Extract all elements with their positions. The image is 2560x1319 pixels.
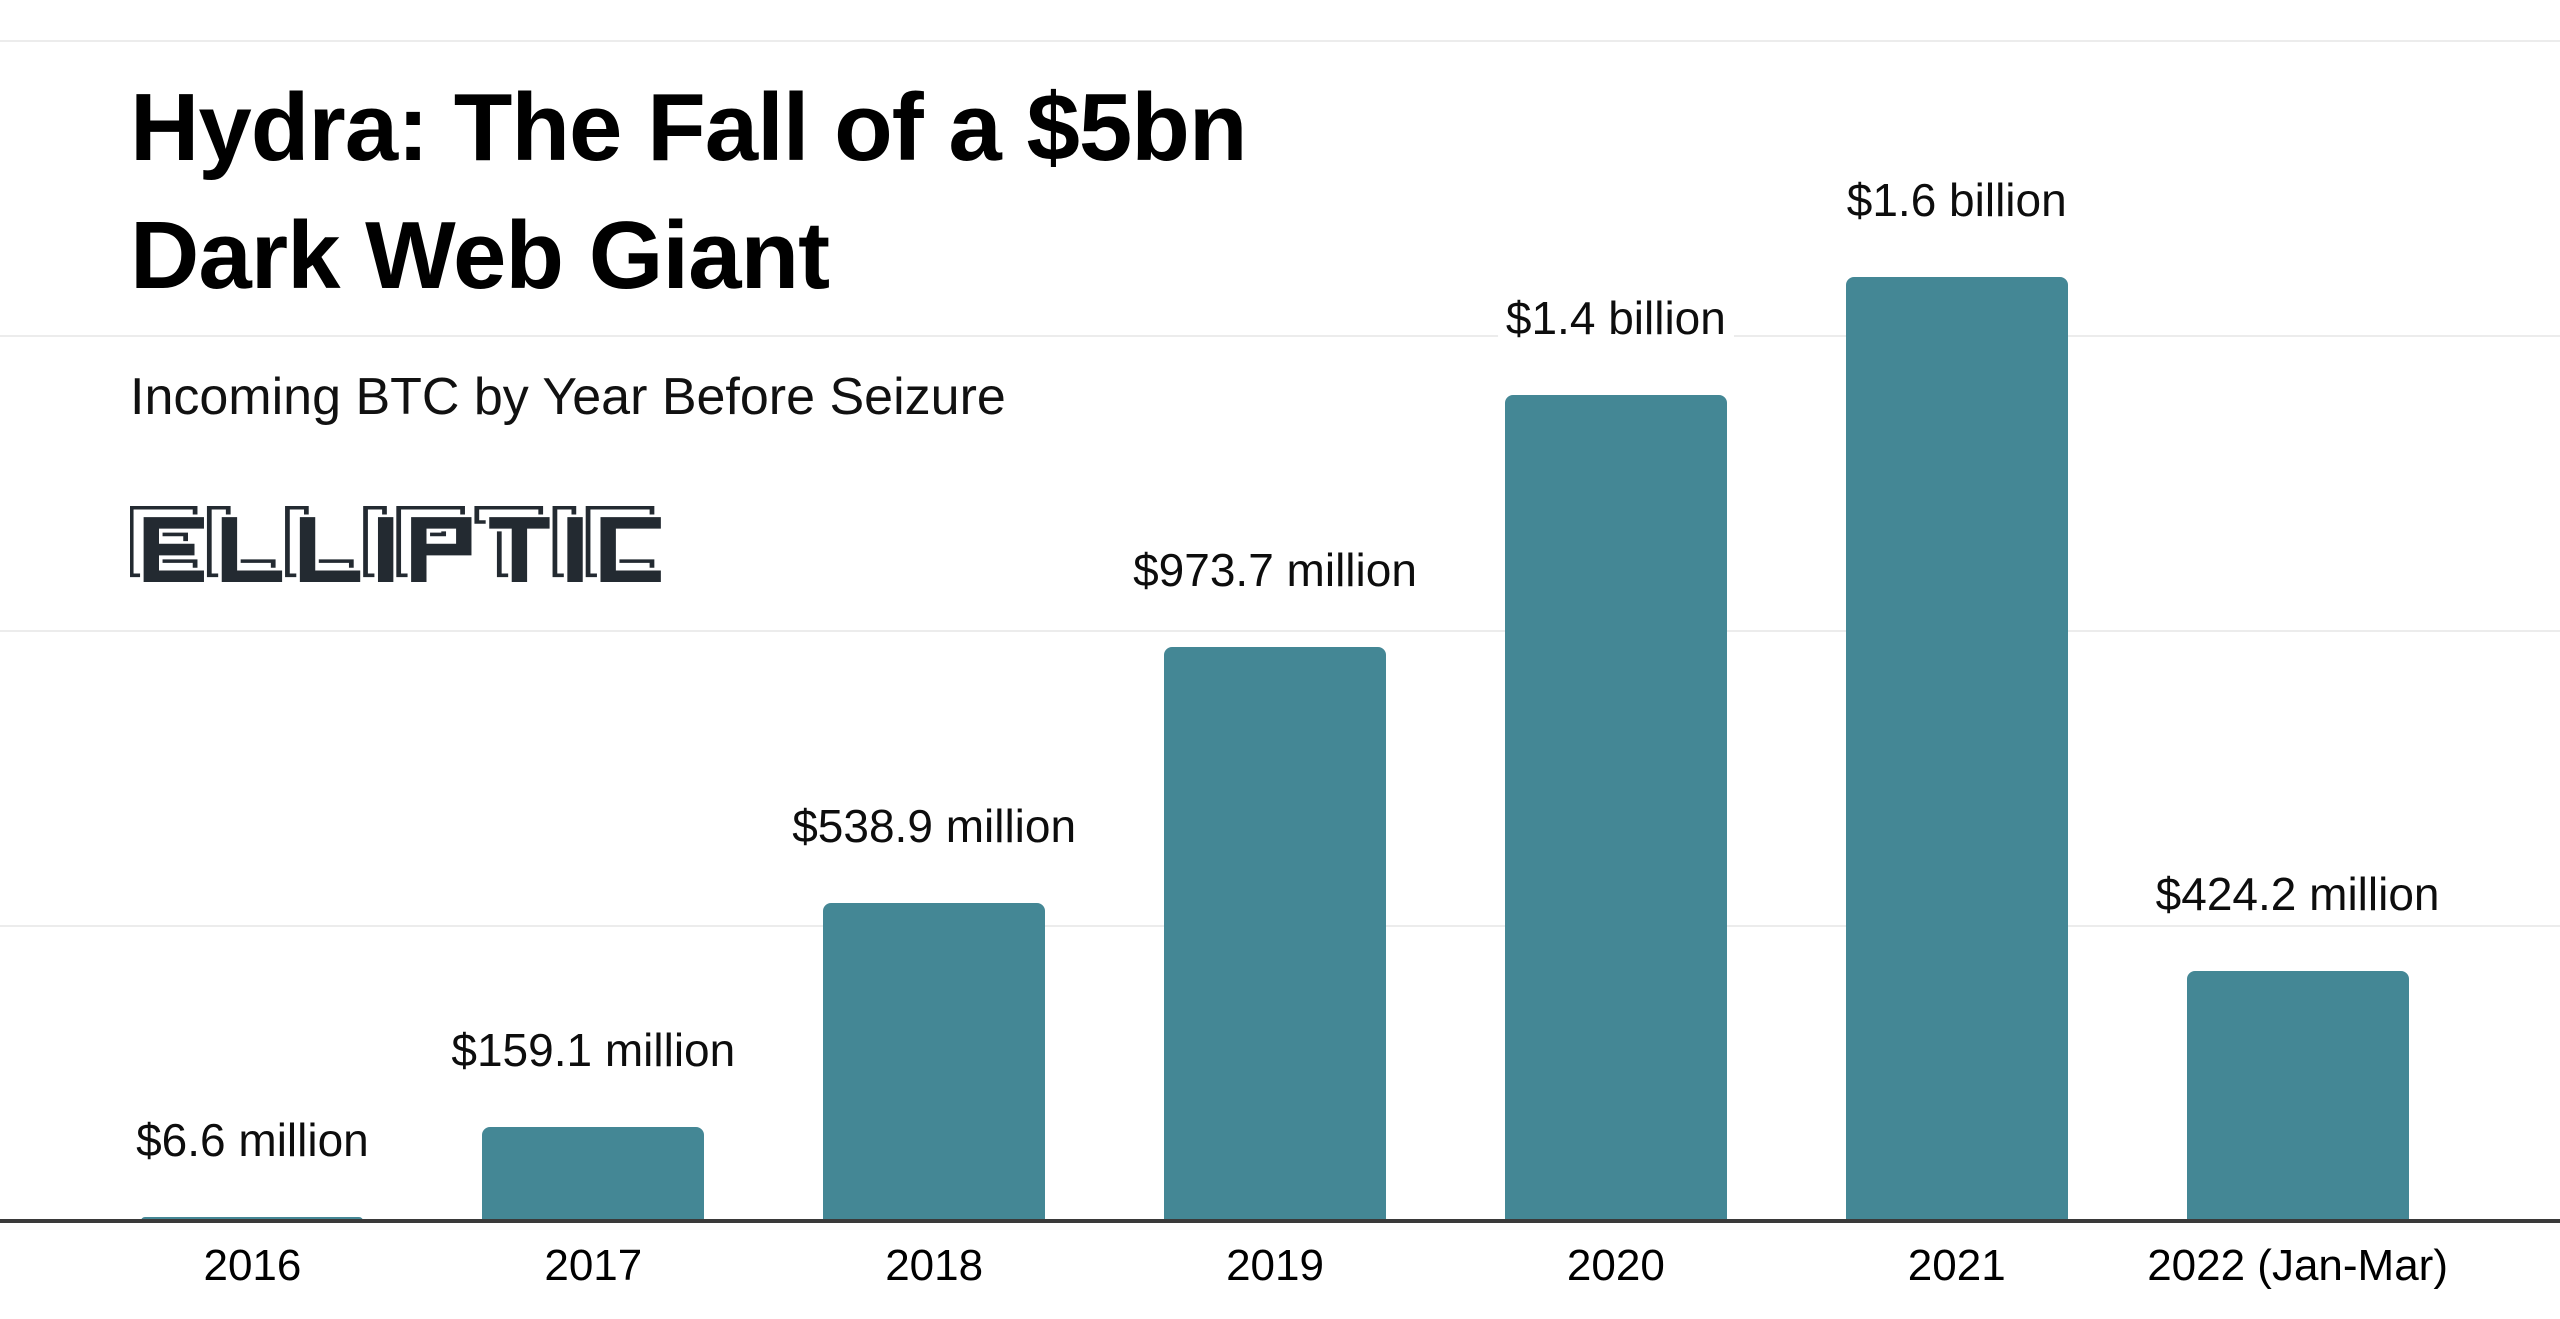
value-label-2017: $159.1 million — [443, 1024, 744, 1077]
bar-2022-jan-mar — [2186, 971, 2409, 1221]
gridline-1000m — [0, 630, 2560, 632]
bar-column-2021: $1.6 billion — [1786, 0, 2127, 1221]
bar-2019 — [1164, 647, 1386, 1221]
value-label-2020: $1.4 billion — [1497, 292, 1734, 345]
x-tick-label-2020: 2020 — [1566, 1241, 1665, 1290]
value-label-2021: $1.6 billion — [1838, 174, 2075, 227]
chart-title-line1: Hydra: The Fall of a $5bn — [130, 74, 1248, 181]
value-label-2019: $973.7 million — [1125, 544, 1425, 597]
bar-2017 — [482, 1127, 705, 1221]
x-tick-label-2021: 2021 — [1907, 1241, 2006, 1290]
x-axis-labels: 2016 2017 2018 2019 2020 2021 2022 (Jan-Mar) — [82, 1241, 2468, 1290]
bar-column-2018: $538.9 million — [764, 0, 1105, 1221]
x-tick-label-2017: 2017 — [544, 1241, 643, 1290]
bar-column-2022-jan-mar: $424.2 million — [2127, 0, 2468, 1221]
bars-area: $6.6 million $159.1 million $538.9 million… — [82, 0, 2468, 1221]
x-tick-label-2016: 2016 — [203, 1241, 302, 1290]
chart-subtitle: Incoming BTC by Year Before Seizure — [130, 368, 1006, 426]
gridline-2000m — [0, 40, 2560, 42]
gridline-1500m — [0, 335, 2560, 337]
x-tick-label-2022-jan-mar: 2022 (Jan-Mar) — [2147, 1241, 2448, 1290]
bar-2021 — [1845, 277, 2068, 1221]
bar-column-2016: $6.6 million — [82, 0, 423, 1221]
bar-column-2020: $1.4 billion — [1445, 0, 1786, 1221]
elliptic-logo — [130, 506, 665, 586]
value-label-2016: $6.6 million — [128, 1114, 377, 1167]
bar-2020 — [1504, 395, 1727, 1221]
chart-title: Hydra: The Fall of a $5bn Dark Web Giant — [130, 64, 1530, 320]
value-label-2022-jan-mar: $424.2 million — [2147, 868, 2448, 921]
bar-2018 — [823, 903, 1046, 1221]
x-tick-label-2018: 2018 — [885, 1241, 984, 1290]
x-axis-line — [0, 1219, 2560, 1223]
bar-column-2019: $973.7 million — [1105, 0, 1446, 1221]
value-label-2018: $538.9 million — [784, 800, 1085, 853]
chart-title-line2: Dark Web Giant — [130, 202, 830, 309]
x-tick-label-2019: 2019 — [1226, 1241, 1324, 1290]
bar-column-2017: $159.1 million — [423, 0, 764, 1221]
